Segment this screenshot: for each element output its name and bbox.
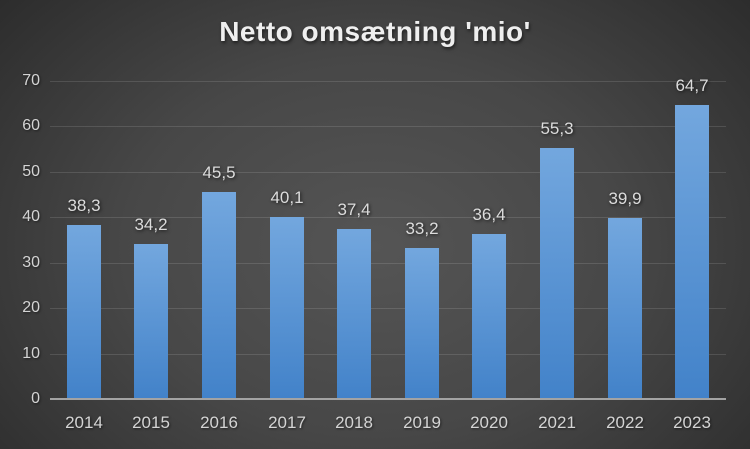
y-axis-tick-label: 0: [31, 390, 40, 407]
y-axis-tick-label: 60: [22, 117, 40, 134]
bar-2015: [134, 244, 168, 399]
gridline: [50, 172, 726, 173]
bar-value-label: 64,7: [675, 76, 709, 95]
bar-2017: [270, 217, 304, 399]
bar-value-label: 38,3: [67, 196, 101, 215]
gridline: [50, 354, 726, 355]
x-axis-tick-label: 2015: [132, 413, 170, 432]
bar-2020: [472, 234, 506, 399]
bar-value-label: 33,2: [405, 219, 439, 238]
x-axis-tick-label: 2021: [538, 413, 576, 432]
x-axis-tick-label: 2022: [606, 413, 644, 432]
bar-2014: [67, 225, 101, 399]
x-axis-tick-label: 2020: [470, 413, 508, 432]
bar-2021: [540, 148, 574, 399]
bar-2022: [608, 218, 642, 399]
bar-value-label: 34,2: [134, 215, 168, 234]
y-axis-tick-label: 50: [22, 163, 40, 180]
chart-title: Netto omsætning 'mio': [219, 16, 531, 47]
gridline: [50, 263, 726, 264]
x-axis-tick-label: 2018: [335, 413, 373, 432]
gridline: [50, 81, 726, 82]
gridline: [50, 308, 726, 309]
bar-value-label: 45,5: [202, 163, 236, 182]
x-axis-tick-label: 2019: [403, 413, 441, 432]
bar-value-label: 36,4: [472, 205, 506, 224]
bar-2018: [337, 229, 371, 399]
gridline: [50, 217, 726, 218]
y-axis-tick-label: 30: [22, 254, 40, 271]
y-axis-tick-label: 40: [22, 208, 40, 225]
gridline: [50, 126, 726, 127]
x-axis-tick-label: 2023: [673, 413, 711, 432]
y-axis-tick-label: 10: [22, 345, 40, 362]
x-axis-tick-label: 2014: [65, 413, 103, 432]
x-axis-tick-label: 2016: [200, 413, 238, 432]
x-axis-line: [50, 398, 726, 400]
y-axis-tick-label: 20: [22, 299, 40, 316]
bar-value-label: 40,1: [270, 188, 304, 207]
x-axis-tick-label: 2017: [268, 413, 306, 432]
bar-2023: [675, 105, 709, 399]
bar-2019: [405, 248, 439, 399]
bar-2016: [202, 192, 236, 399]
y-axis-tick-label: 70: [22, 72, 40, 89]
bar-value-label: 55,3: [540, 119, 574, 138]
bar-value-label: 39,9: [608, 189, 642, 208]
bar-value-label: 37,4: [337, 200, 371, 219]
